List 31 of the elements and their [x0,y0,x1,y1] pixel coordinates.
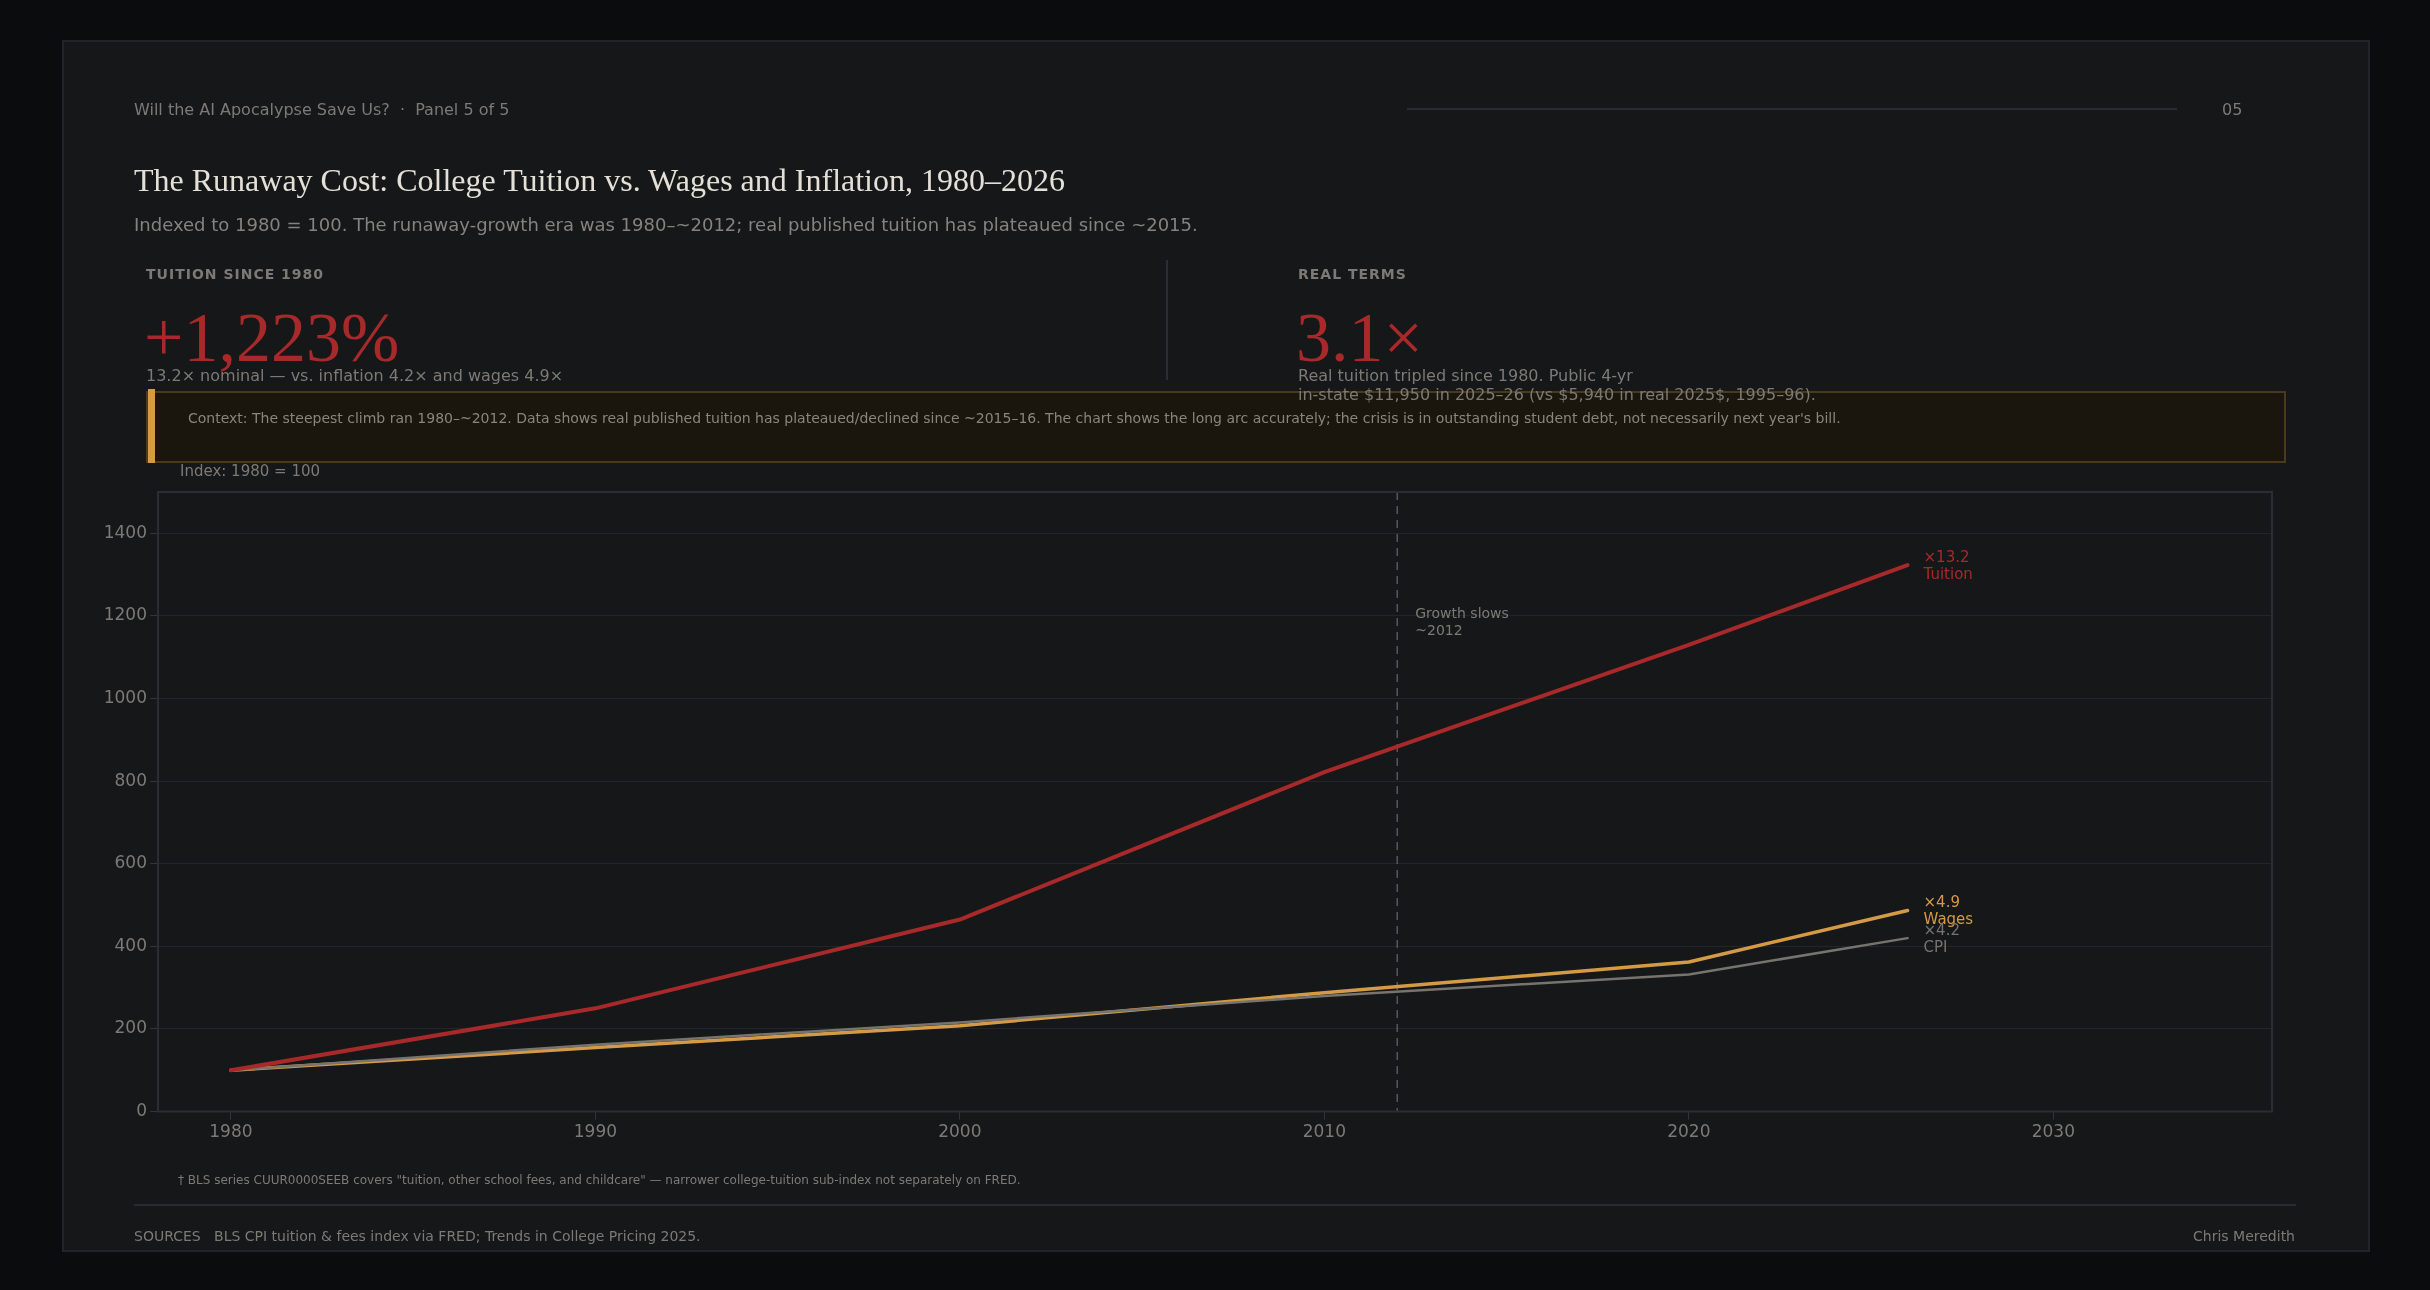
y-tick-label: 1200 [103,604,147,625]
y-tick-label: 1400 [103,521,147,542]
x-tick-label: 2020 [1667,1121,1711,1142]
y-tick-label: 0 [136,1100,147,1121]
series-label: CPI [1923,938,1948,956]
y-axis-title: Index: 1980 = 100 [180,462,321,480]
y-tick-label: 400 [114,934,147,955]
x-tick-label: 2010 [1302,1121,1346,1142]
y-tick-label: 600 [114,852,147,873]
ref-line-label: Growth slows ~2012 [1415,604,1509,638]
text: Chris Meredith [2193,1228,2295,1244]
text: † BLS series CUUR0000SEEB covers "tuition, other school fees, and childcare" — narrower college-tuition sub-index not separately on FRED. [178,1173,1021,1187]
y-tick-label: 800 [114,769,147,790]
text: Will the AI Apocalypse Save Us? · Panel 5 of 5 [134,100,510,119]
text: REAL TERMS [1298,266,1407,282]
text: Real tuition tripled since 1980. Public 4-yr in-state $11,950 in 2025–26 (vs $5,940 in real 2025$, 1995–96). [1298,366,1816,404]
y-tick-label: 1000 [103,686,147,707]
x-tick-label: 2000 [938,1121,982,1142]
text: 05 [2222,100,2243,119]
text: Context: The steepest climb ran 1980–~2012. Data shows real published tuition has plateaued/declined since ~2015–16. The chart shows the long arc accurately; the crisis is in outstanding student debt, not necessarily next year's bill. [188,410,1841,426]
series-label: Tuition [1922,565,1973,583]
x-tick-label: 2030 [2031,1121,2075,1142]
x-tick-label: 1990 [573,1121,618,1142]
chart-title: The Runaway Cost: College Tuition vs. Wages and Inflation, 1980–2026 [134,162,1065,199]
x-tick-label: 1980 [209,1121,253,1142]
chart-subtitle: Indexed to 1980 = 100. The runaway-growth era was 1980–~2012; real published tuition has plateaued since ~2015. [134,214,1198,235]
text: TUITION SINCE 1980 [146,266,325,282]
annotation: ×13.2 [1923,548,1970,567]
y-tick-label: 200 [114,1017,147,1038]
source-note: SOURCES BLS CPI tuition & fees index via FRED; Trends in College Pricing 2025. [134,1228,701,1244]
annotation: ×4.9 [1923,893,1960,912]
